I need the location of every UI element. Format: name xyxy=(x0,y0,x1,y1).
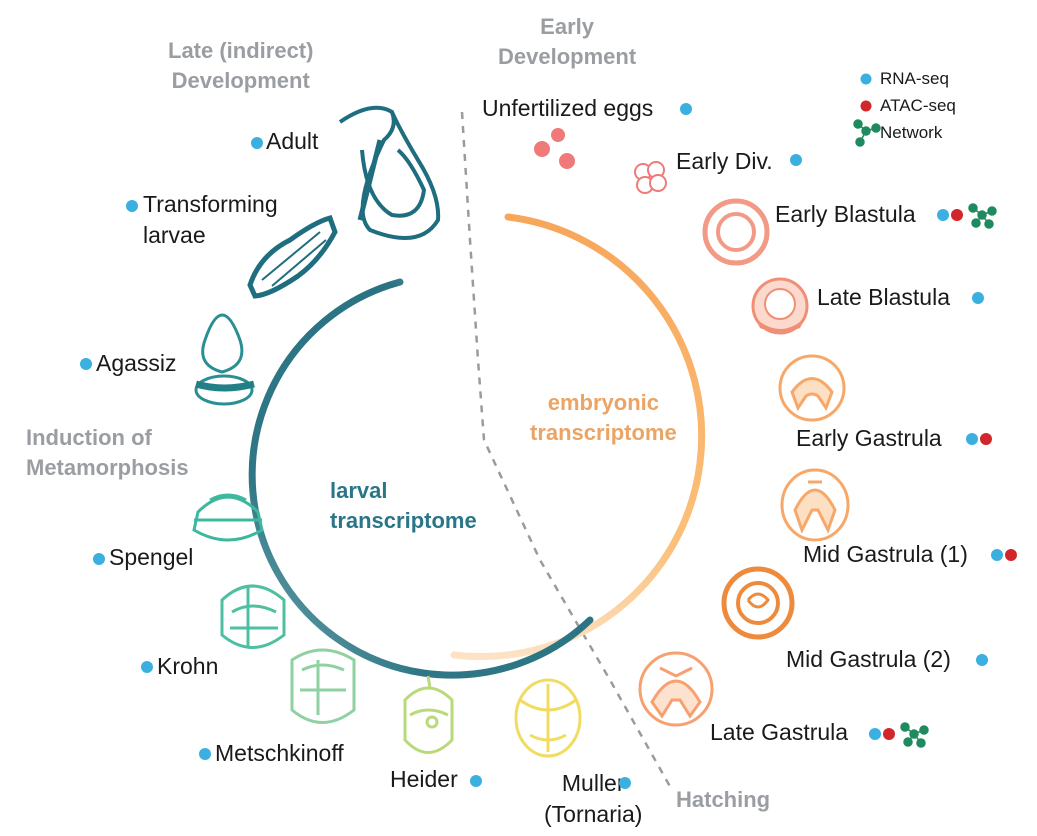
early-blastula-icon xyxy=(702,198,770,266)
adult-worm-icon xyxy=(338,105,441,240)
legend-rna-dot xyxy=(860,73,872,85)
stage-label-krohn: Krohn xyxy=(157,653,219,679)
early-gastrula-icon xyxy=(778,354,846,422)
legend-atac-dot xyxy=(860,100,872,112)
stage-label-agassiz: Agassiz xyxy=(96,350,177,376)
phase-divider-line xyxy=(460,111,674,791)
stage-label-unfertilized-eggs: Unfertilized eggs xyxy=(482,95,654,121)
transforming-larvae-icon xyxy=(247,214,338,299)
stage-label-muller: Muller (Tornaria) xyxy=(544,770,643,828)
early-division-icon xyxy=(634,161,667,194)
mid-gastrula-1-icon xyxy=(780,468,850,542)
agassiz-larva-icon xyxy=(194,313,255,406)
phase-label-early-development: Early Development xyxy=(498,14,637,69)
phase-label-induction-metamorphosis: Induction of Metamorphosis xyxy=(26,425,189,480)
heider-larva-icon xyxy=(403,675,454,754)
larval-transcriptome-label: larval transcriptome xyxy=(330,478,477,533)
stage-label-early-division: Early Div. xyxy=(676,148,773,174)
spengel-larva-icon xyxy=(192,493,264,542)
larval-transcriptome-arc xyxy=(248,278,594,679)
stage-label-adult: Adult xyxy=(266,128,319,154)
unfertilized-eggs-icon xyxy=(534,128,575,169)
stage-label-heider: Heider xyxy=(390,766,458,792)
stage-label-metschkinoff: Metschkinoff xyxy=(215,740,344,766)
stage-label-mid-gastrula-2: Mid Gastrula (2) xyxy=(786,646,951,672)
stage-label-early-blastula: Early Blastula xyxy=(775,201,916,227)
legend-atac-label: ATAC-seq xyxy=(880,96,956,115)
stage-label-transforming-larvae: Transforming larvae xyxy=(143,191,278,249)
stage-label-early-gastrula: Early Gastrula xyxy=(796,425,942,451)
phase-label-hatching: Hatching xyxy=(676,787,771,812)
stage-label-late-gastrula: Late Gastrula xyxy=(710,719,849,745)
stage-label-spengel: Spengel xyxy=(109,544,194,570)
late-gastrula-icon xyxy=(638,651,714,727)
phase-label-late-development: Late (indirect) Development xyxy=(168,38,314,93)
stage-label-mid-gastrula-1: Mid Gastrula (1) xyxy=(803,541,968,567)
mid-gastrula-2-icon xyxy=(721,566,795,640)
late-blastula-icon xyxy=(751,277,809,335)
muller-larva-icon xyxy=(514,678,582,758)
metschkinoff-larva-icon xyxy=(290,648,356,724)
embryonic-transcriptome-label: embryonic transcriptome xyxy=(530,390,677,445)
stage-label-late-blastula: Late Blastula xyxy=(817,284,950,310)
legend-rna-label: RNA-seq xyxy=(880,69,949,88)
legend-network-icon xyxy=(853,119,881,147)
krohn-larva-icon xyxy=(220,584,286,649)
legend-network-label: Network xyxy=(880,123,943,142)
